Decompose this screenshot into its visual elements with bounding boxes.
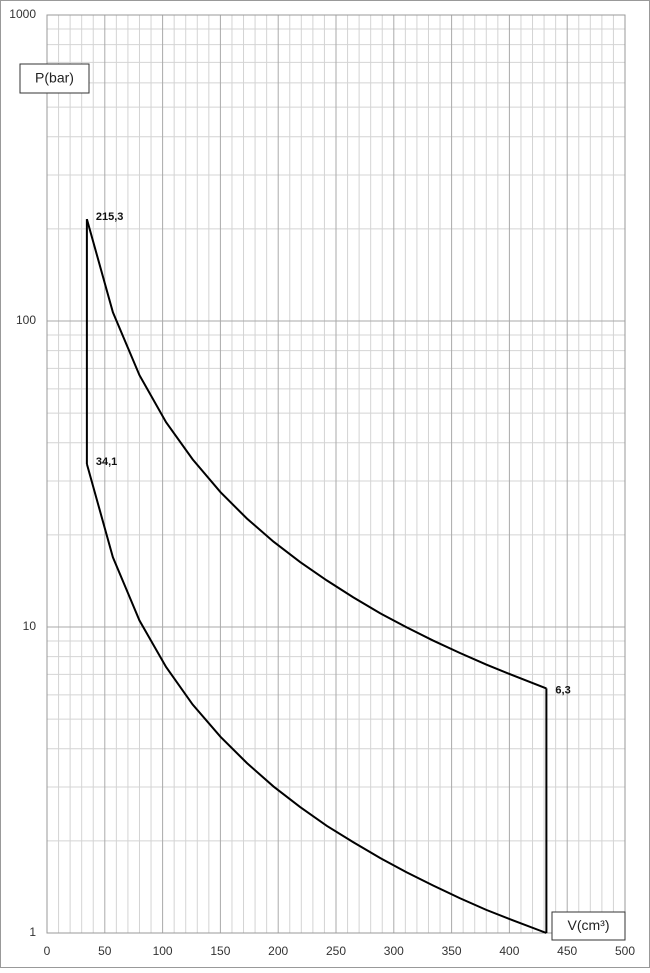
data-label: 215,3	[96, 211, 124, 223]
y-tick-label: 1000	[9, 7, 36, 21]
x-tick-label: 100	[153, 944, 173, 958]
data-label: 6,3	[555, 684, 570, 696]
y-tick-label: 1	[29, 925, 36, 939]
x-tick-label: 150	[210, 944, 230, 958]
plot-border	[46, 14, 626, 934]
x-tick-label: 400	[499, 944, 519, 958]
x-axis-label-box	[551, 911, 626, 941]
x-tick-label: 200	[268, 944, 288, 958]
x-tick-label: 250	[326, 944, 346, 958]
y-axis-label-box	[19, 63, 90, 94]
y-tick-label: 10	[23, 619, 37, 633]
data-label: 34,1	[96, 456, 117, 468]
x-tick-label: 50	[98, 944, 112, 958]
x-tick-label: 450	[557, 944, 577, 958]
cycle-curve	[85, 463, 547, 934]
cycle-curve	[85, 218, 547, 690]
x-axis-label: V(cm³)	[568, 917, 610, 933]
x-tick-label: 300	[384, 944, 404, 958]
x-tick-label: 500	[615, 944, 635, 958]
x-tick-label: 350	[442, 944, 462, 958]
y-axis-label: P(bar)	[35, 70, 74, 86]
x-tick-label: 0	[44, 944, 51, 958]
y-tick-label: 100	[16, 313, 36, 327]
